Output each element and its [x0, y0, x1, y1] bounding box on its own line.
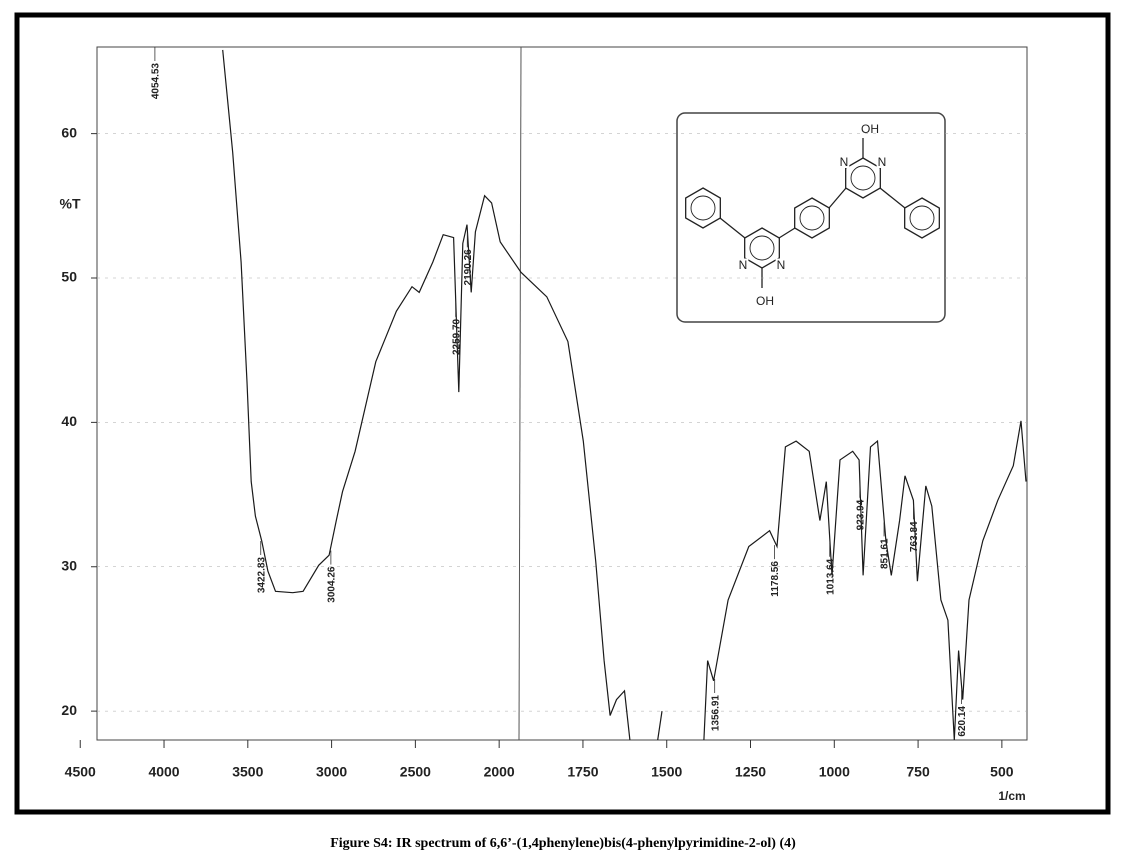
frame — [14, 12, 1111, 815]
x-tick-label: 4000 — [148, 764, 179, 780]
atom-label: N — [739, 258, 748, 272]
y-tick-label: 20 — [61, 702, 77, 718]
caption: Figure S4: IR spectrum of 6,6’-(1,4pheny… — [330, 836, 796, 851]
plot-border — [96, 46, 1028, 741]
atom-label: OH — [861, 122, 879, 136]
x-tick-label: 2500 — [400, 764, 431, 780]
x-tick-label: 500 — [990, 764, 1014, 780]
y-tick-label: 60 — [61, 124, 77, 140]
x-tick-label: 2000 — [484, 764, 515, 780]
y-tick-label: 30 — [61, 557, 77, 573]
structure-box — [676, 112, 946, 323]
ring-inner — [799, 205, 825, 231]
peak-label: 2190.26 — [463, 249, 474, 286]
bond — [778, 227, 796, 239]
bond — [828, 187, 847, 209]
ring-inner — [749, 235, 775, 261]
atom-label: OH — [756, 294, 774, 308]
peak-label: 1013.64 — [825, 558, 836, 595]
ring — [845, 157, 881, 199]
peak-label: 1356.91 — [710, 695, 721, 732]
peak-label: 2259.70 — [451, 318, 462, 355]
peak-label: 923.94 — [855, 499, 866, 530]
y-tick-label: 50 — [61, 269, 77, 285]
peak-label: 851.61 — [880, 538, 891, 569]
peak-label: 620.14 — [957, 706, 968, 737]
x-tick-label: 1750 — [567, 764, 598, 780]
bond — [719, 217, 746, 239]
x-tick-label: 3000 — [316, 764, 347, 780]
x-axis-label: 1/cm — [998, 789, 1025, 803]
x-tick-label: 4500 — [65, 764, 96, 780]
chart: %T 1/cm OH N N N N OH 4500 4000 3500 3000 2500 200… — [14, 12, 1111, 815]
peak-label: 1178.56 — [770, 561, 781, 597]
ring-inner — [690, 195, 716, 221]
x-tick-label: 1500 — [651, 764, 682, 780]
scale-break-line — [518, 46, 522, 741]
atom-label: N — [840, 155, 849, 169]
peak-label: 763.84 — [909, 521, 920, 552]
ring-inner — [909, 205, 935, 231]
y-tick-label: 40 — [61, 413, 77, 429]
x-tick-label: 3500 — [232, 764, 263, 780]
peak-label: 3422.83 — [256, 557, 267, 594]
ring-inner — [850, 165, 876, 191]
y-axis-label: %T — [60, 196, 81, 212]
ring — [685, 187, 721, 229]
bond — [879, 187, 906, 209]
spectrum-line — [222, 49, 1027, 740]
peak-label: 3004.26 — [327, 566, 338, 603]
structure: OH N N N N OH — [676, 112, 946, 323]
atom-label: N — [878, 155, 887, 169]
x-tick-label: 1250 — [735, 764, 766, 780]
atom-label: N — [777, 258, 786, 272]
peak-label: 4054.53 — [151, 63, 162, 100]
x-tick-label: 1000 — [819, 764, 850, 780]
x-tick-label: 750 — [906, 764, 930, 780]
